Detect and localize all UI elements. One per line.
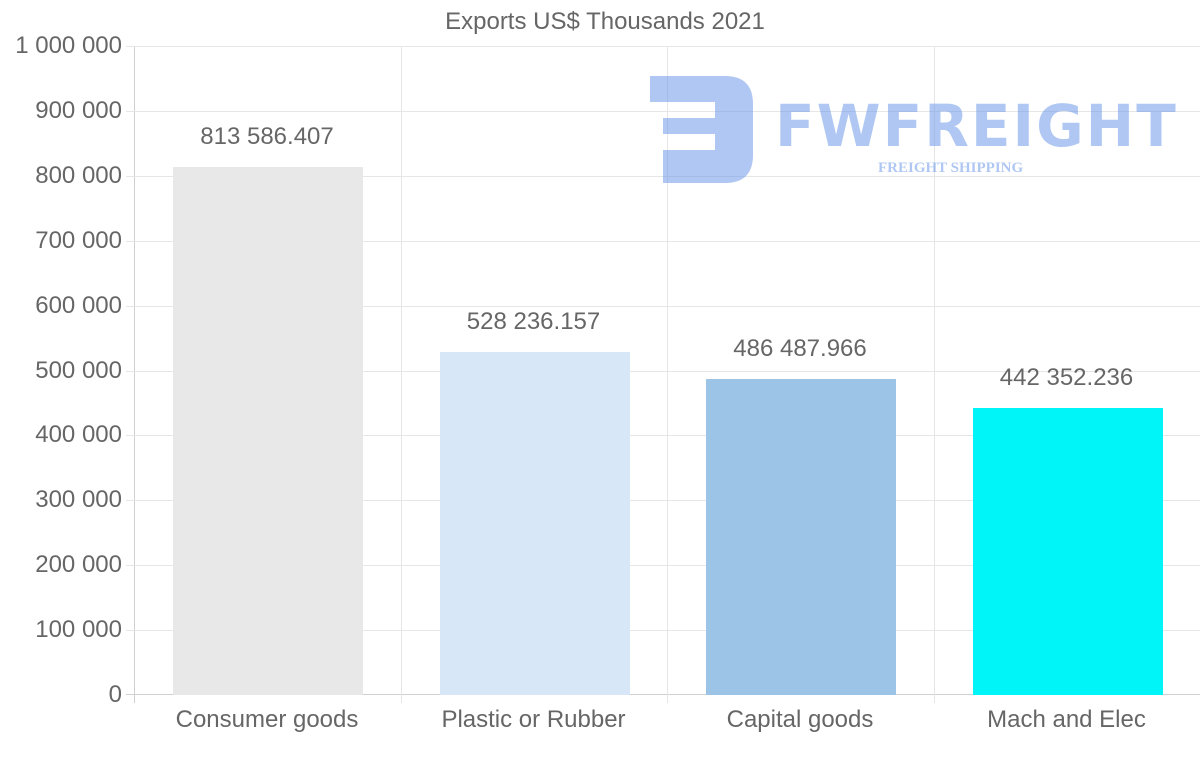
gridline-horizontal xyxy=(126,305,1200,307)
gridline-horizontal xyxy=(126,240,1200,242)
gridline-horizontal xyxy=(126,370,1200,372)
y-tick-label: 500 000 xyxy=(35,356,122,384)
y-tick-label: 600 000 xyxy=(35,291,122,319)
bar-plastic-or-rubber[interactable] xyxy=(439,352,630,695)
gridline-vertical xyxy=(667,46,668,703)
gridline-horizontal xyxy=(126,46,1200,47)
y-tick-label: 1 000 000 xyxy=(15,32,122,59)
x-axis-line xyxy=(126,694,1200,695)
y-axis-line xyxy=(134,46,135,703)
x-tick-label: Mach and Elec xyxy=(987,706,1146,733)
x-tick-label: Consumer goods xyxy=(175,706,359,733)
x-tick-label: Plastic or Rubber xyxy=(441,706,626,733)
y-tick-label: 100 000 xyxy=(35,616,122,644)
y-tick-label: 700 000 xyxy=(35,226,122,254)
y-tick-label: 200 000 xyxy=(35,551,122,579)
gridline-vertical xyxy=(400,46,402,703)
y-tick-label: 400 000 xyxy=(35,421,122,449)
bar-value-label: 486 487.966 xyxy=(733,335,867,363)
gridline-horizontal xyxy=(126,565,1200,567)
y-tick-label: 300 000 xyxy=(35,486,122,514)
bar-capital-goods[interactable] xyxy=(706,379,897,695)
gridline-horizontal xyxy=(126,500,1200,502)
gridline-horizontal xyxy=(126,110,1200,112)
bar-value-label: 528 236.157 xyxy=(466,308,601,336)
bar-consumer-goods[interactable] xyxy=(173,166,364,695)
x-tick-label: Capital goods xyxy=(726,706,874,733)
chart-title: Exports US$ Thousands 2021 xyxy=(445,8,765,35)
bar-value-label: 813 586.407 xyxy=(200,122,334,150)
bar-mach-and-elec[interactable] xyxy=(972,407,1163,695)
gridline-horizontal xyxy=(126,630,1200,632)
gridline-vertical xyxy=(933,46,935,703)
gridline-horizontal xyxy=(126,435,1200,437)
y-tick-label: 800 000 xyxy=(35,161,122,189)
bar-value-label: 442 352.236 xyxy=(999,363,1134,391)
y-tick-label: 900 000 xyxy=(35,96,122,124)
plot-area: 0 100 000 200 000 300 000 400 000 500 000 600 … xyxy=(15,34,1200,733)
y-tick-label: 0 xyxy=(108,681,122,708)
